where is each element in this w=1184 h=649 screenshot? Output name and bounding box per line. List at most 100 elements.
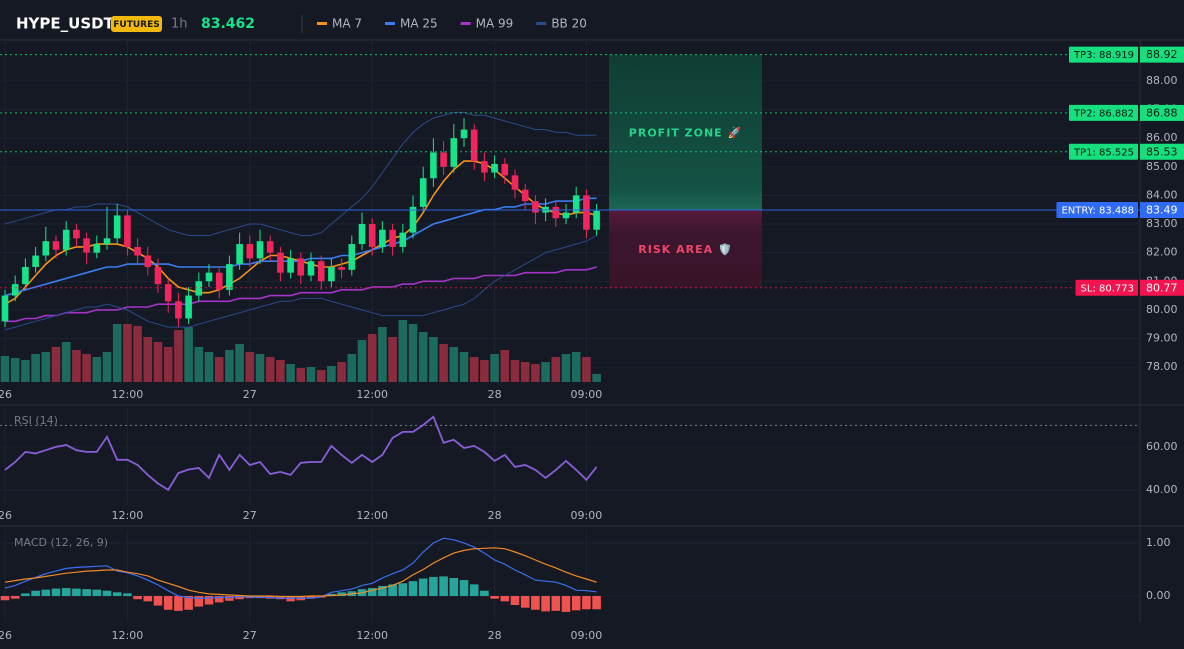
volume-bar	[174, 330, 183, 382]
volume-bar	[133, 326, 142, 382]
volume-bar	[255, 354, 265, 382]
legend: MA 7 MA 25 MA 99 BB 20	[317, 17, 587, 31]
badge-bg	[111, 16, 162, 32]
axis-label-bg	[1140, 279, 1184, 296]
level-label: TP1: 85.525	[1073, 147, 1134, 158]
candle-body	[73, 229, 80, 239]
histogram-bar	[408, 581, 418, 597]
level-label: SL: 80.773	[1081, 283, 1134, 294]
candle-body	[532, 201, 539, 213]
profit-zone-label: PROFIT ZONE 🚀	[629, 126, 742, 139]
histogram-bar	[429, 576, 438, 597]
volume-bar	[61, 342, 71, 382]
x-tick-label: 28	[488, 388, 502, 401]
x-tick-label: 12:00	[112, 629, 144, 642]
volume-bar	[184, 327, 193, 382]
x-tick-label: 27	[243, 509, 257, 522]
indicator-line	[4, 235, 597, 331]
legend-label: MA 7	[332, 17, 362, 31]
level-label-bg	[1056, 202, 1138, 219]
volume-bar	[449, 347, 459, 382]
volume-bar	[10, 358, 20, 382]
volume-bar	[296, 368, 306, 382]
volume-bar	[500, 350, 510, 382]
volume-bar	[82, 354, 91, 382]
histogram-bar	[582, 596, 591, 610]
risk-zone	[609, 210, 762, 288]
histogram-bar	[204, 596, 214, 605]
volume-bar	[561, 354, 571, 382]
x-tick-label: 26	[0, 388, 12, 401]
candle-body	[572, 195, 580, 213]
candle-body	[511, 175, 519, 190]
candle-body	[521, 189, 529, 202]
histogram-bar	[92, 589, 102, 597]
volume-bar	[480, 360, 489, 382]
y-tick-label: 82.00	[1146, 246, 1178, 259]
indicator-line	[5, 266, 597, 323]
histogram-bar	[439, 576, 448, 597]
x-tick-label: 12:00	[112, 509, 144, 522]
histogram-bar	[398, 583, 408, 597]
x-tick-label: 09:00	[571, 388, 603, 401]
candle-body	[368, 224, 376, 247]
volume-bar	[0, 356, 10, 382]
histogram-bar	[459, 580, 469, 597]
candle-body	[338, 266, 345, 270]
candle-body	[583, 195, 590, 230]
volume-bar	[92, 357, 102, 382]
indicator-line	[4, 111, 597, 236]
x-tick-label: 12:00	[356, 629, 388, 642]
histogram-bar	[194, 596, 204, 607]
axis-label-bg	[1140, 104, 1184, 121]
legend-label: MA 99	[476, 17, 514, 31]
volume-bar	[163, 347, 173, 382]
volume-bar	[541, 362, 550, 382]
candle-body	[440, 152, 447, 167]
x-tick-label: 28	[488, 629, 502, 642]
histogram-bar	[592, 596, 601, 610]
histogram-bar	[112, 592, 122, 597]
volume-bar	[571, 352, 581, 382]
axis-label-bg	[1140, 202, 1184, 219]
level-label-bg	[1068, 104, 1138, 121]
histogram-bar	[133, 596, 142, 600]
x-tick-label: 26	[0, 509, 12, 522]
volume-bar	[367, 334, 377, 382]
candle-body	[195, 281, 203, 296]
volume-bar	[286, 364, 295, 382]
volume-bar	[378, 327, 387, 382]
candle-body	[32, 255, 39, 267]
volume-bar	[418, 332, 428, 382]
histogram-bar	[500, 596, 510, 602]
candle-body	[113, 215, 121, 239]
axis-label-bg	[1140, 46, 1184, 63]
candle-body	[430, 152, 437, 179]
candle-body	[205, 272, 213, 282]
axis-label: 85.53	[1146, 145, 1178, 158]
candle-body	[552, 206, 560, 219]
rsi-line	[4, 415, 598, 492]
badge: FUTURES	[113, 20, 159, 30]
volume-bar	[21, 360, 30, 382]
level-label-bg	[1068, 46, 1138, 63]
histogram-bar	[531, 596, 540, 610]
y-tick-label: 0.00	[1146, 589, 1171, 602]
symbol: HYPE_USDT	[16, 15, 115, 33]
volume-bar	[347, 354, 357, 382]
volume-bar	[194, 347, 204, 382]
volume-bar	[123, 324, 132, 382]
candle-body	[52, 241, 60, 250]
candle-body	[236, 244, 243, 265]
level-label: TP2: 86.882	[1073, 108, 1134, 119]
histogram-bar	[561, 596, 571, 612]
volume-bar	[204, 352, 214, 382]
histogram-bar	[571, 596, 581, 611]
volume-bar	[225, 350, 234, 382]
candle-body	[246, 244, 254, 259]
candle-body	[215, 272, 223, 290]
histogram-bar	[541, 596, 550, 612]
volume-bar	[265, 357, 275, 382]
volume-bar	[429, 337, 438, 382]
